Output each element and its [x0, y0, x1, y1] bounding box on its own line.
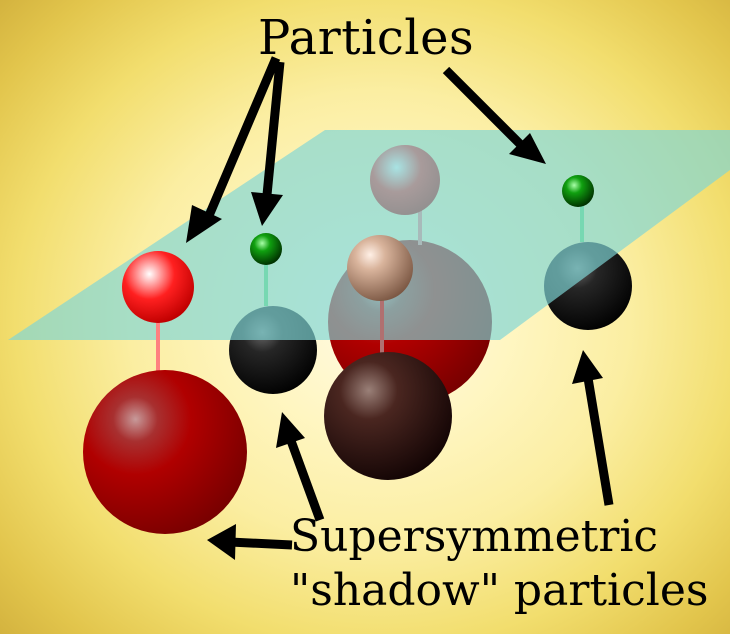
arrow-shadow-right-black — [572, 350, 614, 506]
shadow-particle-center-brown — [324, 352, 452, 480]
particle-left-green — [250, 233, 282, 265]
arrow-particles-left-red — [186, 56, 281, 243]
arrow-particles-left-green — [251, 61, 285, 226]
shadow-label-line-2: "shadow" particles — [290, 565, 709, 616]
arrow-particles-right-green — [442, 66, 546, 164]
shadow-label-line-1: Supersymmetric — [290, 511, 659, 562]
arrow-shadow-left-red — [207, 524, 293, 560]
arrows — [186, 56, 614, 560]
particles-label: Particles — [258, 10, 475, 66]
arrow-shadow-left-black — [276, 412, 325, 522]
particle-center-tan — [347, 235, 413, 301]
shadow-particle-left-red — [83, 370, 247, 534]
particle-right-green — [562, 175, 594, 207]
particle-left-red — [122, 251, 194, 323]
shadow-particles-label: Supersymmetric "shadow" particles — [290, 510, 708, 618]
